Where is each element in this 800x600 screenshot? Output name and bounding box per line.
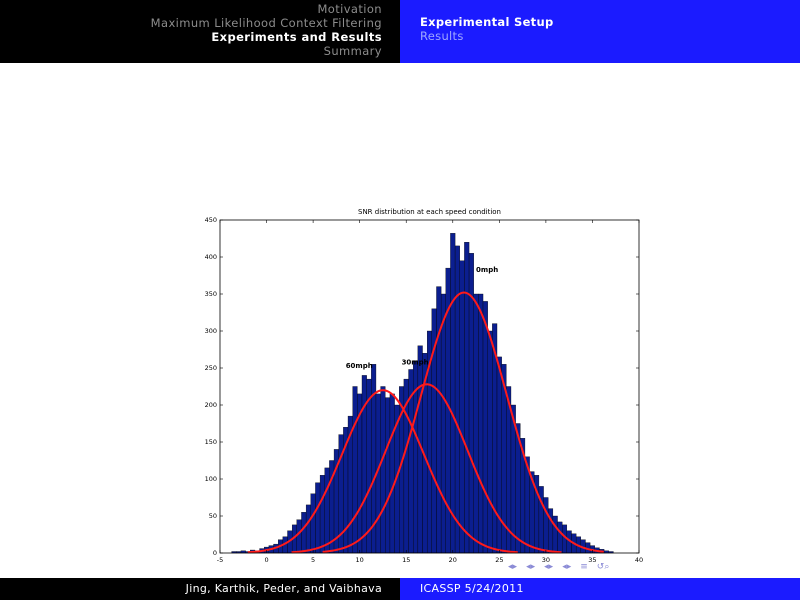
histogram-bar (440, 293, 446, 554)
x-tick-label: 5 (311, 556, 315, 564)
x-tick-label: 0 (264, 556, 268, 564)
histogram-bar (487, 330, 493, 554)
histogram-bar (459, 260, 465, 554)
slide-header: Motivation Maximum Likelihood Context Fi… (0, 0, 800, 63)
subsection-nav: Experimental Setup Results (400, 0, 800, 63)
curve-label-30mph: 30mph (402, 358, 429, 366)
section-nav: Motivation Maximum Likelihood Context Fi… (0, 0, 400, 63)
plot-frame (219, 219, 640, 554)
x-tick-label: 15 (402, 556, 410, 564)
footer-authors: Jing, Karthik, Peder, and Vaibhava (0, 578, 400, 600)
subsection-link-results[interactable]: Results (420, 29, 464, 43)
section-nav-icon[interactable]: ◂▸ (544, 562, 554, 572)
histogram-bar (543, 497, 549, 554)
histogram-bar (557, 521, 563, 554)
x-tick-label: 40 (635, 556, 643, 564)
y-tick-label: 250 (205, 364, 217, 372)
histogram-bar (296, 519, 302, 554)
subsection-nav-icon[interactable]: ◂▸ (526, 562, 536, 572)
chart-title: SNR distribution at each speed condition (358, 208, 501, 216)
x-tick-label: 35 (588, 556, 596, 564)
frame-nav-icon[interactable]: ◂▸ (508, 562, 518, 572)
histogram-bar (305, 504, 311, 554)
bars-layer (231, 233, 614, 554)
histogram-bar (454, 245, 460, 554)
histogram-bar (482, 301, 488, 554)
histogram-bar (324, 467, 330, 554)
histogram-bar (464, 242, 470, 554)
y-tick-label: 300 (205, 327, 217, 335)
x-tick-label: 25 (495, 556, 503, 564)
x-tick-label: 10 (356, 556, 364, 564)
fit-curve-30mph (291, 383, 562, 554)
histogram-bar (385, 397, 391, 554)
histogram-bar (319, 475, 325, 554)
histogram-bar (450, 233, 456, 554)
subsection-link-experimental-setup[interactable]: Experimental Setup (420, 15, 554, 29)
histogram-bar (315, 482, 321, 554)
histogram-bar (389, 393, 395, 554)
histogram-bar (352, 386, 358, 554)
chart-svg: SNR distribution at each speed condition… (205, 208, 644, 564)
x-tick-label: 30 (542, 556, 550, 564)
curve-label-60mph: 60mph (346, 362, 373, 370)
slide-footer: Jing, Karthik, Peder, and Vaibhava ICASS… (0, 578, 800, 600)
histogram-bar (310, 493, 316, 554)
fit-curve-60mph (247, 389, 518, 554)
fit-curve-0mph (322, 291, 604, 553)
histogram-bar (301, 512, 307, 554)
beamer-navigation-controls: ◂▸ ◂▸ ◂▸ ◂▸ ≡ ↺⌕ (508, 560, 609, 574)
footer-venue-date: ICASSP 5/24/2011 (400, 578, 800, 600)
y-tick-label: 50 (209, 512, 217, 520)
y-tick-label: 150 (205, 438, 217, 446)
section-link-motivation[interactable]: Motivation (317, 2, 382, 16)
curve-label-0mph: 0mph (476, 266, 498, 274)
y-tick-label: 450 (205, 216, 217, 224)
annotations-layer: 0mph 30mph 60mph (346, 266, 499, 370)
histogram-bar (380, 386, 386, 554)
y-tick-label: 350 (205, 290, 217, 298)
section-link-ml-context-filtering[interactable]: Maximum Likelihood Context Filtering (150, 16, 382, 30)
y-tick-label: 100 (205, 475, 217, 483)
y-tick-label: 200 (205, 401, 217, 409)
search-icon[interactable]: ↺⌕ (596, 562, 610, 572)
y-tick-label: 400 (205, 253, 217, 261)
y-tick-label: 0 (213, 549, 217, 557)
histogram-bar (552, 515, 558, 554)
histogram-bar (496, 356, 502, 554)
align-icon[interactable]: ≡ (580, 562, 588, 572)
slide-nav-icon[interactable]: ◂▸ (562, 562, 572, 572)
x-tick-label: 20 (449, 556, 457, 564)
section-link-summary[interactable]: Summary (323, 44, 382, 58)
histogram-bar (366, 378, 372, 554)
axes-layer: -5 0 5 10 15 20 25 30 35 400501001502002503003504… (205, 216, 644, 564)
histogram-bar (478, 293, 484, 554)
histogram-bar (473, 293, 479, 554)
section-link-experiments[interactable]: Experiments and Results (211, 30, 382, 44)
snr-histogram-chart: SNR distribution at each speed condition… (195, 200, 655, 570)
fit-curves-layer (247, 291, 604, 554)
x-tick-label: -5 (217, 556, 223, 564)
